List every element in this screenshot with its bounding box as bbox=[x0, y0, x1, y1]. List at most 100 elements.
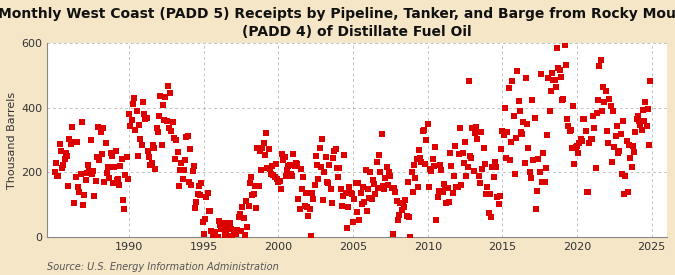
Point bbox=[516, 130, 526, 134]
Point bbox=[460, 139, 470, 144]
Point bbox=[562, 116, 572, 121]
Point bbox=[492, 194, 503, 199]
Title: Monthly West Coast (PADD 5) Receipts by Pipeline, Tanker, and Barge from Rocky M: Monthly West Coast (PADD 5) Receipts by … bbox=[0, 7, 675, 39]
Point bbox=[83, 163, 94, 167]
Point bbox=[641, 124, 652, 128]
Point bbox=[579, 117, 590, 121]
Point bbox=[159, 118, 169, 122]
Point bbox=[250, 206, 261, 211]
Point bbox=[300, 191, 311, 195]
Point bbox=[139, 111, 150, 116]
Point bbox=[178, 177, 188, 181]
Point bbox=[191, 199, 202, 204]
Point bbox=[274, 179, 285, 183]
Point bbox=[256, 168, 267, 172]
Point bbox=[392, 199, 402, 203]
Point bbox=[308, 197, 319, 201]
Point bbox=[415, 156, 426, 160]
Point bbox=[570, 145, 581, 149]
Point bbox=[610, 134, 621, 138]
Point bbox=[398, 201, 408, 205]
Point bbox=[117, 198, 128, 202]
Point bbox=[426, 168, 437, 173]
Point bbox=[387, 231, 398, 236]
Point bbox=[572, 144, 583, 148]
Point bbox=[526, 98, 537, 103]
Point bbox=[374, 153, 385, 157]
Point bbox=[416, 160, 427, 164]
Point bbox=[115, 163, 126, 168]
Point bbox=[574, 141, 585, 145]
Point bbox=[360, 167, 371, 172]
Point bbox=[223, 235, 234, 239]
Point bbox=[439, 186, 450, 190]
Point bbox=[457, 151, 468, 155]
Point bbox=[466, 156, 477, 160]
Point bbox=[506, 139, 516, 144]
Point bbox=[289, 164, 300, 169]
Point bbox=[582, 190, 593, 194]
Point bbox=[640, 100, 651, 104]
Point bbox=[573, 151, 584, 156]
Point bbox=[352, 181, 363, 185]
Point bbox=[405, 235, 416, 239]
Point bbox=[564, 128, 575, 133]
Point bbox=[206, 229, 217, 233]
Point bbox=[163, 84, 173, 88]
Point bbox=[337, 204, 348, 208]
Point bbox=[535, 170, 545, 174]
Point bbox=[461, 174, 472, 178]
Point bbox=[628, 144, 639, 148]
Point bbox=[600, 89, 611, 94]
Point bbox=[584, 141, 595, 145]
Point bbox=[296, 167, 306, 171]
Point bbox=[215, 223, 225, 228]
Point bbox=[205, 209, 215, 213]
Point bbox=[299, 204, 310, 208]
Point bbox=[377, 184, 388, 188]
Point bbox=[541, 165, 551, 170]
Point bbox=[190, 206, 200, 210]
Point bbox=[491, 165, 502, 169]
Point bbox=[222, 226, 233, 231]
Point bbox=[304, 207, 315, 211]
Point bbox=[597, 109, 608, 113]
Point bbox=[493, 202, 504, 206]
Point bbox=[637, 128, 647, 133]
Point bbox=[153, 130, 163, 134]
Point bbox=[155, 94, 165, 98]
Point bbox=[412, 185, 423, 189]
Point bbox=[526, 176, 537, 180]
Point bbox=[241, 199, 252, 204]
Point bbox=[51, 161, 61, 165]
Point bbox=[551, 46, 562, 50]
Point bbox=[252, 146, 263, 150]
Point bbox=[114, 183, 125, 187]
Point bbox=[348, 219, 358, 224]
Point bbox=[187, 169, 198, 174]
Point bbox=[566, 145, 577, 150]
Point bbox=[470, 131, 481, 136]
Point bbox=[85, 137, 96, 142]
Point bbox=[314, 146, 325, 150]
Point bbox=[319, 170, 330, 174]
Point bbox=[352, 210, 362, 214]
Point bbox=[312, 163, 323, 168]
Point bbox=[138, 100, 148, 104]
Point bbox=[446, 163, 457, 168]
Point bbox=[495, 194, 506, 199]
Point bbox=[146, 161, 157, 166]
Text: Source: U.S. Energy Information Administration: Source: U.S. Energy Information Administ… bbox=[47, 262, 279, 272]
Point bbox=[439, 182, 450, 186]
Point bbox=[533, 157, 544, 161]
Point bbox=[142, 149, 153, 153]
Point bbox=[157, 103, 168, 107]
Point bbox=[209, 232, 219, 237]
Point bbox=[131, 109, 142, 114]
Point bbox=[213, 219, 224, 224]
Point bbox=[211, 235, 221, 239]
Point bbox=[471, 125, 482, 130]
Point bbox=[120, 173, 131, 178]
Point bbox=[508, 114, 519, 118]
Point bbox=[604, 97, 615, 101]
